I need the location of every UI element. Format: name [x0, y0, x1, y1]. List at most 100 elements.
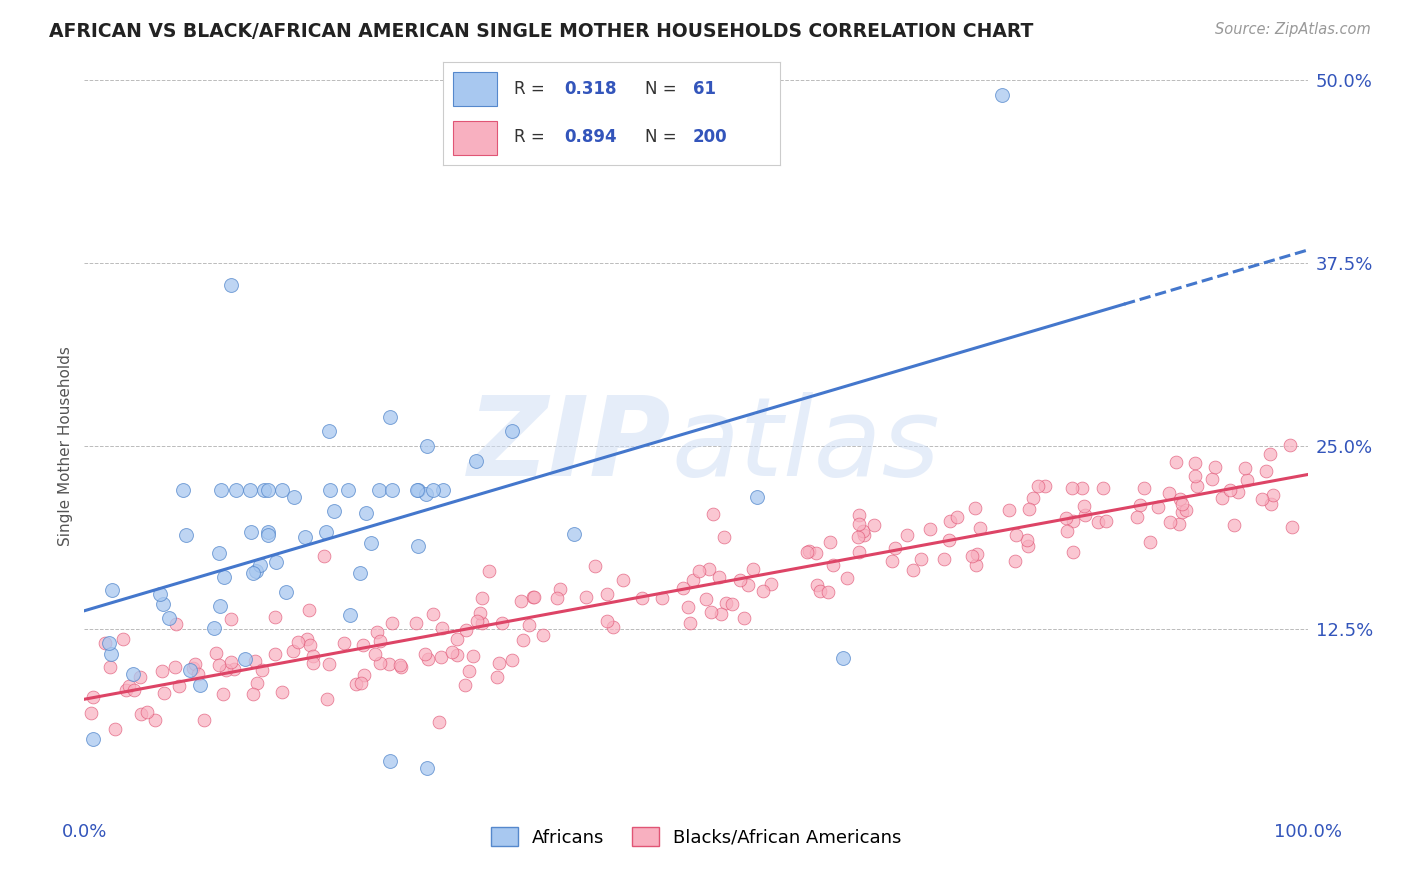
Point [848, 516, 870, 531]
Point [380, 754, 402, 768]
Point [416, 761, 439, 775]
Point [416, 651, 439, 665]
Point [422, 607, 444, 621]
Point [1070, 482, 1092, 496]
Point [1171, 505, 1194, 519]
Point [682, 573, 704, 587]
Point [416, 439, 439, 453]
Point [486, 670, 509, 684]
Point [818, 535, 841, 549]
Point [360, 536, 382, 550]
Point [389, 659, 412, 673]
Point [314, 549, 336, 563]
Point [733, 610, 755, 624]
Point [271, 483, 294, 497]
Point [602, 620, 624, 634]
Text: 200: 200 [693, 128, 727, 146]
Point [318, 425, 340, 439]
Point [1250, 492, 1272, 507]
Point [104, 723, 127, 737]
Point [509, 594, 531, 608]
Point [747, 490, 769, 504]
Point [167, 679, 190, 693]
Point [406, 540, 429, 554]
Point [188, 678, 211, 692]
Point [243, 654, 266, 668]
Point [207, 545, 229, 559]
Point [808, 584, 831, 599]
Point [702, 507, 724, 521]
Point [257, 483, 280, 497]
Point [318, 657, 340, 671]
Point [1017, 539, 1039, 553]
Point [883, 541, 905, 555]
Point [1062, 544, 1084, 558]
Point [1026, 479, 1049, 493]
Point [997, 503, 1019, 517]
Point [441, 645, 464, 659]
Point [381, 483, 404, 497]
Point [742, 561, 765, 575]
Point [157, 611, 180, 625]
Point [152, 597, 174, 611]
Point [111, 632, 134, 646]
Point [728, 573, 751, 587]
Point [835, 571, 858, 585]
Point [208, 657, 231, 672]
Point [350, 675, 373, 690]
Point [512, 632, 534, 647]
Point [759, 576, 782, 591]
Point [219, 655, 242, 669]
Point [270, 685, 292, 699]
Point [575, 591, 598, 605]
Point [501, 653, 523, 667]
Point [287, 634, 309, 648]
Point [631, 591, 654, 606]
Point [129, 706, 152, 721]
Point [381, 615, 404, 630]
Y-axis label: Single Mother Households: Single Mother Households [58, 346, 73, 546]
Point [1174, 503, 1197, 517]
Point [349, 566, 371, 581]
Point [546, 591, 568, 605]
Point [853, 528, 876, 542]
Point [488, 657, 510, 671]
Point [283, 491, 305, 505]
Point [1260, 447, 1282, 461]
Point [962, 549, 984, 564]
Point [1074, 508, 1097, 522]
Bar [453, 71, 496, 105]
Point [1204, 459, 1226, 474]
Point [848, 508, 870, 523]
Point [852, 524, 875, 538]
Point [1091, 481, 1114, 495]
Point [1226, 485, 1249, 500]
Point [249, 558, 271, 572]
Point [299, 638, 322, 652]
Point [172, 483, 194, 497]
Point [413, 647, 436, 661]
Point [219, 278, 242, 293]
Point [797, 544, 820, 558]
Point [831, 651, 853, 665]
Point [991, 87, 1014, 102]
Point [1087, 516, 1109, 530]
Point [82, 690, 104, 705]
Point [880, 554, 903, 568]
Text: AFRICAN VS BLACK/AFRICAN AMERICAN SINGLE MOTHER HOUSEHOLDS CORRELATION CHART: AFRICAN VS BLACK/AFRICAN AMERICAN SINGLE… [49, 22, 1033, 41]
Point [596, 614, 619, 628]
Point [918, 522, 941, 536]
Point [153, 686, 176, 700]
Point [274, 585, 297, 599]
Point [429, 650, 451, 665]
Point [1166, 455, 1188, 469]
Point [1170, 491, 1192, 506]
Point [366, 624, 388, 639]
Point [517, 618, 540, 632]
Point [471, 591, 494, 606]
Point [1167, 516, 1189, 531]
Point [1261, 488, 1284, 502]
Point [523, 590, 546, 604]
Point [548, 582, 571, 596]
Point [502, 425, 524, 439]
